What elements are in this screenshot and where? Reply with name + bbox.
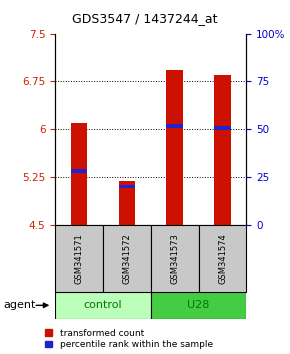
Bar: [166, 70, 183, 225]
Bar: [119, 185, 135, 188]
Text: control: control: [84, 300, 122, 310]
Bar: [214, 126, 231, 130]
Legend: transformed count, percentile rank within the sample: transformed count, percentile rank withi…: [45, 329, 213, 349]
Text: agent: agent: [3, 300, 35, 310]
Bar: [214, 75, 231, 225]
Bar: [103, 225, 151, 292]
Text: GSM341573: GSM341573: [170, 233, 179, 284]
Bar: [119, 182, 135, 225]
Bar: [199, 225, 246, 292]
Text: U28: U28: [187, 300, 210, 310]
Text: GSM341574: GSM341574: [218, 233, 227, 284]
Text: GSM341572: GSM341572: [122, 233, 131, 284]
Bar: [151, 225, 199, 292]
Bar: [71, 169, 87, 172]
Text: GSM341571: GSM341571: [75, 233, 84, 284]
Bar: [55, 292, 151, 319]
Bar: [71, 123, 87, 225]
Bar: [55, 225, 103, 292]
Bar: [151, 292, 246, 319]
Text: GDS3547 / 1437244_at: GDS3547 / 1437244_at: [72, 12, 218, 25]
Bar: [166, 124, 183, 128]
